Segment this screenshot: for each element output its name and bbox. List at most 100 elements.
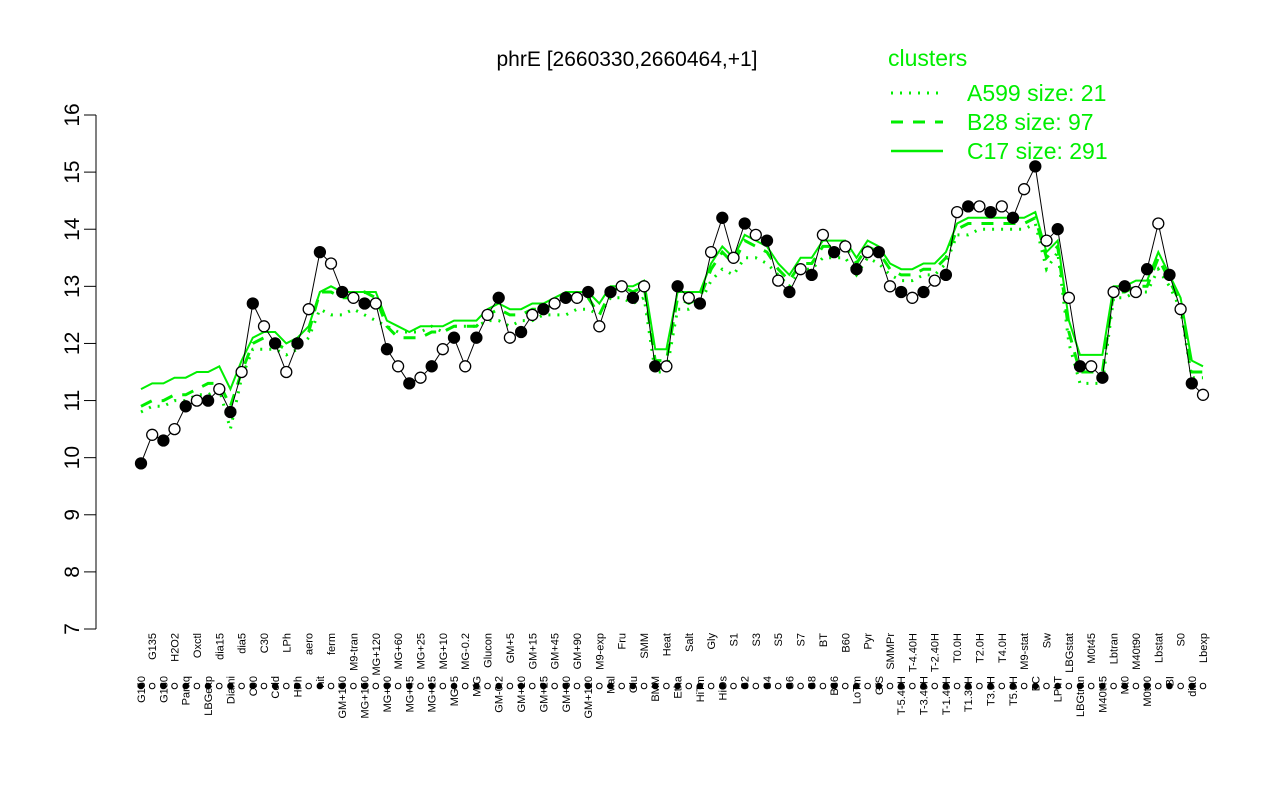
x-tick-label: GM+10 — [516, 676, 528, 712]
x-tick-label: dia0 — [1187, 676, 1199, 697]
x-tick-marker — [685, 682, 693, 690]
data-point — [436, 343, 449, 356]
data-point — [1085, 360, 1098, 373]
x-tick-label: Paraq — [181, 676, 193, 705]
data-point — [917, 285, 930, 299]
x-tick-marker — [786, 682, 793, 690]
data-point — [704, 245, 718, 259]
x-tick-marker — [171, 682, 178, 690]
data-point — [693, 297, 707, 310]
x-tick-label: M40t90 — [1131, 633, 1143, 670]
x-tick-marker — [897, 682, 905, 690]
x-tick-label: Fru — [617, 633, 629, 650]
x-tick-marker — [1143, 682, 1151, 690]
data-point — [1006, 211, 1020, 224]
x-tick-marker — [573, 682, 581, 690]
x-tick-marker — [651, 682, 659, 690]
data-point — [1140, 263, 1154, 276]
x-tick-label: Cold — [270, 676, 282, 699]
data-point — [146, 428, 159, 441]
x-tick-marker — [584, 682, 592, 690]
x-tick-label: GM+25 — [538, 676, 550, 712]
x-tick-marker — [1188, 682, 1196, 690]
data-point — [738, 217, 751, 230]
x-tick-label: H2O2 — [170, 633, 182, 662]
x-tick-label: S7 — [796, 633, 808, 646]
x-tick-marker — [976, 682, 983, 690]
x-tick-marker — [383, 682, 391, 690]
data-point — [291, 337, 304, 350]
data-point — [559, 291, 572, 304]
x-tick-marker — [629, 682, 637, 690]
data-point — [157, 434, 170, 447]
data-point — [1163, 268, 1176, 282]
x-tick-marker — [473, 682, 480, 690]
data-point — [347, 291, 360, 304]
x-tick-label: MG+120 — [371, 633, 383, 676]
data-point — [1174, 303, 1187, 316]
x-tick-label: LBGstat — [1064, 633, 1076, 673]
data-point — [1107, 285, 1120, 299]
legend-entry: B28 size: 97 — [967, 109, 1094, 135]
x-tick-marker — [1154, 682, 1162, 690]
plot-lines — [140, 164, 1204, 464]
x-tick-label: G135 — [147, 633, 159, 660]
x-tick-label: GM+150 — [337, 676, 349, 719]
x-tick-marker — [1065, 682, 1073, 690]
x-tick-marker — [1087, 682, 1095, 690]
x-tick-marker — [640, 682, 648, 690]
x-tick-label: S3 — [751, 633, 763, 646]
x-tick-marker — [719, 682, 726, 690]
x-tick-marker — [931, 682, 939, 690]
x-tick-label: Oxctl — [192, 633, 204, 658]
y-tick-label: 14 — [61, 217, 84, 241]
data-point — [839, 240, 852, 253]
data-points — [134, 160, 1210, 470]
x-tick-marker — [495, 682, 503, 690]
x-tick-marker — [540, 682, 547, 690]
data-point — [928, 274, 941, 287]
x-tick-label: LPhT — [1053, 676, 1065, 703]
x-tick-marker — [853, 682, 860, 690]
x-tick-label: M/G — [471, 676, 483, 697]
data-point — [671, 280, 684, 293]
data-point — [570, 291, 584, 304]
data-point — [749, 228, 762, 242]
x-tick-marker — [864, 682, 871, 690]
x-tick-marker — [841, 682, 849, 690]
data-point — [280, 365, 293, 379]
x-tick-label: MG+150 — [360, 676, 372, 719]
data-point — [526, 308, 539, 322]
data-point — [827, 245, 841, 259]
x-tick-marker — [405, 682, 413, 690]
x-tick-label: GM-0.2 — [494, 676, 506, 713]
x-tick-label: T-2.40H — [930, 633, 942, 672]
x-tick-label: GM+60 — [561, 676, 573, 712]
x-tick-marker — [774, 682, 782, 690]
x-tick-marker — [819, 682, 827, 690]
x-tick-marker — [1110, 682, 1117, 690]
x-tick-label: Diami — [225, 676, 237, 704]
legend-entry: C17 size: 291 — [967, 138, 1108, 164]
x-tick-label: S2 — [740, 676, 752, 689]
data-point — [336, 285, 349, 299]
x-tick-marker — [987, 682, 994, 690]
x-tick-label: GM+45 — [550, 633, 562, 669]
x-tick-label: G180 — [158, 676, 170, 703]
x-tick-marker — [909, 682, 916, 690]
data-point — [626, 291, 640, 304]
x-tick-marker — [148, 682, 156, 690]
data-point — [682, 291, 695, 304]
x-tick-marker — [327, 682, 335, 690]
x-tick-marker — [920, 682, 927, 690]
x-tick-label: GM+120 — [583, 676, 595, 719]
x-tick-marker — [663, 682, 670, 690]
data-point — [816, 228, 830, 242]
x-tick-label: MG+60 — [393, 633, 405, 669]
x-tick-marker — [361, 682, 368, 690]
x-tick-marker — [886, 682, 894, 690]
chart-title: phrE [2660330,2660464,+1] — [497, 48, 758, 71]
x-tick-marker — [428, 682, 435, 690]
data-point — [235, 365, 248, 379]
x-tick-marker — [763, 682, 771, 690]
